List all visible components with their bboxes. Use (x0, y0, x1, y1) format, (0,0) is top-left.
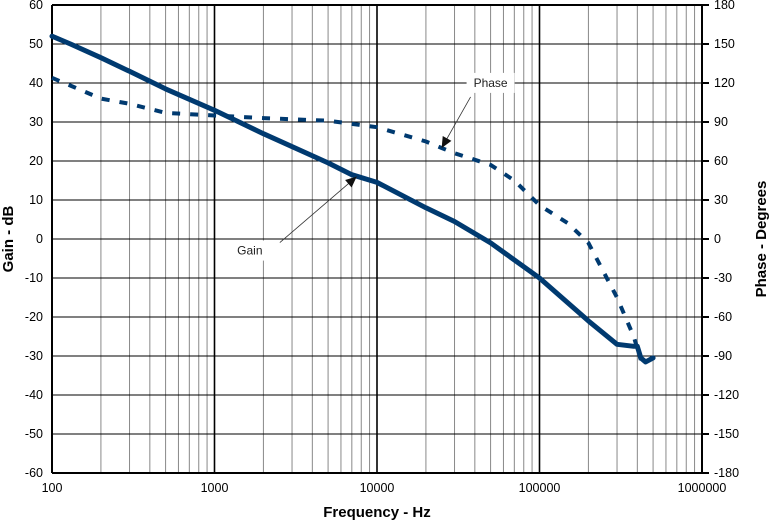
y-axis-label: Gain - dB (0, 206, 17, 273)
phase-series-line (51, 75, 643, 361)
series-group (49, 33, 656, 365)
annotation-arrowhead-icon (345, 176, 357, 188)
y2-tick-label: -60 (714, 310, 732, 324)
y-tick-label: 0 (36, 232, 43, 246)
y2-axis-label: Phase - Degrees (753, 181, 769, 298)
y-tick-label: 60 (29, 0, 43, 12)
annotation-label-gain: Gain (237, 244, 262, 258)
y2-tick-label: -180 (714, 466, 739, 480)
y-tick-label: -10 (25, 271, 43, 285)
x-tick-label: 10000 (360, 481, 395, 495)
annotation-label-phase: Phase (474, 76, 508, 90)
x-tick-label: 1000000 (678, 481, 727, 495)
y2-tick-label: 60 (714, 154, 728, 168)
x-tick-label: 100000 (519, 481, 561, 495)
y-tick-label: 40 (29, 76, 43, 90)
y2-tick-label: -120 (714, 388, 739, 402)
y-tick-label: 50 (29, 37, 43, 51)
y-tick-label: -30 (25, 349, 43, 363)
gain-series-line (49, 33, 656, 365)
grid (51, 4, 709, 474)
y2-tick-label: 150 (714, 37, 735, 51)
y2-tick-label: 30 (714, 193, 728, 207)
y2-tick-label: 90 (714, 115, 728, 129)
annotation-label-bg (225, 240, 274, 261)
annotation-leader-line (279, 176, 357, 243)
y2-tick-label: 180 (714, 0, 735, 12)
y2-tick-label: -90 (714, 349, 732, 363)
tick-labels: 100 1000 10000 100000 10000006050403020100-1… (25, 0, 739, 495)
y-tick-label: 30 (29, 115, 43, 129)
annotations: Gain Phase (225, 72, 515, 261)
x-tick-label: 100 (42, 481, 63, 495)
annotation-label-bg (466, 72, 515, 93)
y2-tick-label: -150 (714, 427, 739, 441)
y-tick-label: 10 (29, 193, 43, 207)
y-tick-label: -60 (25, 466, 43, 480)
y2-tick-label: -30 (714, 271, 732, 285)
y-tick-label: 20 (29, 154, 43, 168)
y-tick-label: -40 (25, 388, 43, 402)
x-tick-label: 1000 (201, 481, 229, 495)
annotation-arrowhead-icon (441, 135, 452, 148)
y-tick-label: -20 (25, 310, 43, 324)
y2-tick-label: 120 (714, 76, 735, 90)
y-tick-label: -50 (25, 427, 43, 441)
y2-tick-label: 0 (714, 232, 721, 246)
x-axis-label: Frequency - Hz (323, 504, 431, 521)
